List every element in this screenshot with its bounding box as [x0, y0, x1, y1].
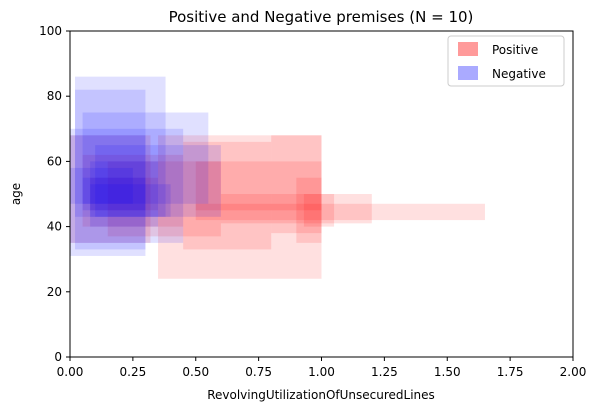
x-tick-label: 1.50: [434, 365, 461, 379]
legend-swatch-positive: [458, 42, 478, 56]
x-tick-label: 0.00: [57, 365, 84, 379]
y-tick-label: 60: [47, 154, 62, 168]
rect-positive-2: [90, 177, 159, 211]
rect-negative-3: [70, 128, 184, 243]
rect-positive-9: [296, 177, 322, 243]
y-tick-label: 20: [47, 285, 62, 299]
rect-positive-10: [303, 194, 335, 227]
rect-positive-0: [70, 135, 151, 243]
legend-label-positive: Positive: [492, 43, 538, 57]
legend-label-negative: Negative: [492, 67, 546, 81]
y-tick-label: 0: [54, 350, 62, 364]
y-axis-label: age: [9, 183, 23, 205]
y-axis: 0 20 40 60 80 100: [39, 24, 70, 364]
x-tick-label: 2.00: [560, 365, 587, 379]
x-axis-label: RevolvingUtilizationOfUnsecuredLines: [207, 388, 435, 402]
rect-negative-2: [82, 112, 209, 204]
rect-positive-1: [82, 154, 184, 227]
rect-positive-4: [158, 135, 322, 279]
x-tick-label: 0.25: [120, 365, 147, 379]
rect-positive-3: [107, 161, 221, 237]
rect-negative-8: [82, 177, 146, 211]
x-tick-label: 1.25: [371, 365, 398, 379]
x-tick-label: 0.75: [245, 365, 272, 379]
y-tick-label: 80: [47, 89, 62, 103]
rect-negative-5: [95, 145, 221, 217]
legend: Positive Negative: [447, 35, 565, 87]
rect-negative-4: [70, 135, 146, 256]
rect-positive-7: [220, 194, 372, 224]
rect-positive-11: [195, 203, 485, 221]
rect-positive-6: [195, 161, 322, 211]
rect-negative-1: [75, 89, 146, 250]
y-tick-label: 40: [47, 220, 62, 234]
rect-negative-9: [90, 184, 171, 217]
x-tick-label: 1.00: [308, 365, 335, 379]
chart-title: Positive and Negative premises (N = 10): [169, 8, 474, 26]
rect-negative-0: [75, 76, 166, 217]
rect-positive-8: [271, 135, 322, 234]
rectangles-layer: [70, 76, 485, 279]
x-tick-label: 0.50: [182, 365, 209, 379]
x-axis: 0.00 0.25 0.50 0.75 1.00 1.25 1.50 1.75 2.00: [57, 357, 587, 379]
x-tick-label: 1.75: [497, 365, 524, 379]
rect-negative-6: [90, 161, 159, 227]
legend-swatch-negative: [458, 66, 478, 80]
y-tick-label: 100: [39, 24, 62, 38]
rect-negative-7: [70, 167, 133, 204]
rect-positive-5: [183, 141, 272, 250]
